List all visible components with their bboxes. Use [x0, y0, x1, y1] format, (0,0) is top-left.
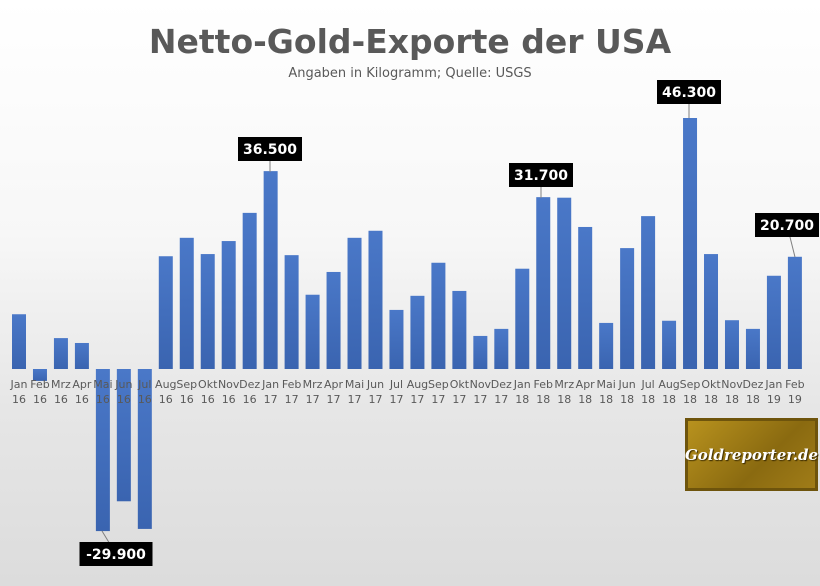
- x-tick-label: Sep 18: [680, 378, 701, 406]
- bar-jun-16: [116, 369, 131, 502]
- bar-mai-18: [599, 322, 614, 369]
- bar-dez-18: [745, 328, 760, 369]
- x-tick-label: Jul 16: [137, 378, 152, 406]
- bar-mrz-17: [305, 294, 320, 369]
- bar-apr-16: [74, 342, 89, 369]
- x-tick-label: Jul 17: [389, 378, 404, 406]
- bar-okt-16: [200, 254, 215, 369]
- data-label-box: [657, 80, 721, 104]
- bar-aug-17: [410, 295, 425, 369]
- bar-jul-16: [137, 369, 152, 529]
- bar-sep-16: [179, 237, 194, 369]
- bar-okt-17: [452, 290, 467, 369]
- x-tick-label: Mrz 16: [51, 378, 71, 406]
- x-tick-label: Aug 18: [658, 378, 679, 406]
- x-tick-label: Okt 17: [450, 378, 470, 406]
- x-tick-label: Okt 16: [198, 378, 218, 406]
- bar-nov-18: [724, 320, 739, 369]
- bar-jul-18: [641, 216, 656, 369]
- data-label: 46.300: [662, 85, 716, 101]
- bar-nov-17: [473, 335, 488, 369]
- data-label: 31.700: [514, 168, 568, 184]
- bar-sep-17: [431, 262, 446, 369]
- bar-jan-16: [12, 314, 26, 369]
- x-tick-label: Mai 17: [345, 378, 364, 406]
- x-tick-label: Mrz 18: [554, 378, 574, 406]
- x-tick-label: Apr 18: [576, 378, 596, 406]
- bar-feb-17: [284, 255, 299, 369]
- x-tick-label: Aug 17: [407, 378, 428, 406]
- x-tick-label: Feb 17: [282, 378, 301, 406]
- bar-jan-19: [766, 275, 781, 369]
- x-tick-label: Nov 18: [721, 378, 743, 406]
- x-tick-label: Feb 19: [785, 378, 804, 406]
- x-tick-label: Mrz 17: [303, 378, 323, 406]
- x-tick-label: Jan 18: [513, 378, 531, 406]
- x-tick-label: Jun 18: [618, 378, 636, 406]
- x-tick-label: Jun 17: [366, 378, 384, 406]
- bar-apr-17: [326, 271, 341, 369]
- x-tick-label: Nov 17: [470, 378, 492, 406]
- bar-apr-18: [578, 226, 593, 369]
- data-label-box: [238, 137, 302, 161]
- bar-aug-18: [662, 320, 677, 369]
- x-tick-label: Nov 16: [218, 378, 240, 406]
- chart-subtitle: Angaben in Kilogramm; Quelle: USGS: [288, 66, 532, 81]
- bar-dez-16: [242, 212, 257, 369]
- x-tick-label: Sep 17: [428, 378, 449, 406]
- x-tick-label: Dez 18: [742, 378, 763, 406]
- bar-feb-16: [32, 369, 47, 381]
- x-tick-label: Jan 19: [764, 378, 782, 406]
- bar-mrz-18: [557, 197, 572, 369]
- bar-aug-16: [158, 256, 173, 369]
- bar-mai-17: [347, 237, 362, 369]
- x-tick-label: Apr 17: [324, 378, 344, 406]
- x-tick-label: Feb 18: [534, 378, 553, 406]
- bar-mai-16: [95, 369, 110, 532]
- bar-feb-19: [787, 256, 802, 369]
- x-tick-label: Sep 16: [176, 378, 197, 406]
- x-tick-label: Feb 16: [30, 378, 49, 406]
- bar-jan-17: [263, 171, 278, 369]
- data-label-box: [79, 542, 153, 566]
- x-tick-label: Jan 16: [10, 378, 28, 406]
- x-tick-label: Dez 16: [239, 378, 260, 406]
- data-label: 36.500: [243, 142, 297, 158]
- data-label: -29.900: [86, 547, 146, 563]
- x-tick-label: Jan 17: [261, 378, 279, 406]
- x-tick-label: Okt 18: [701, 378, 721, 406]
- bar-jan-18: [515, 268, 530, 369]
- goldreporter-logo: Goldreporter.de: [685, 418, 818, 491]
- x-tick-label: Jun 16: [114, 378, 132, 406]
- bar-jun-17: [368, 230, 383, 369]
- data-label-box: [755, 213, 819, 237]
- x-tick-label: Mai 16: [93, 378, 112, 406]
- bar-nov-16: [221, 241, 236, 369]
- chart-title: Netto-Gold-Exporte der USA: [148, 22, 672, 61]
- bar-feb-18: [536, 197, 551, 369]
- x-tick-label: Apr 16: [72, 378, 92, 406]
- bar-mrz-16: [53, 338, 68, 369]
- data-label: 20.700: [760, 218, 814, 234]
- bar-dez-17: [494, 328, 509, 369]
- bar-jul-17: [389, 309, 404, 369]
- bar-sep-18: [683, 118, 698, 369]
- x-tick-label: Jul 18: [640, 378, 655, 406]
- bar-jun-18: [620, 248, 635, 369]
- data-label-box: [509, 163, 573, 187]
- x-tick-label: Mai 18: [597, 378, 616, 406]
- x-tick-label: Aug 16: [155, 378, 176, 406]
- bar-okt-18: [704, 254, 719, 369]
- x-tick-label: Dez 17: [491, 378, 512, 406]
